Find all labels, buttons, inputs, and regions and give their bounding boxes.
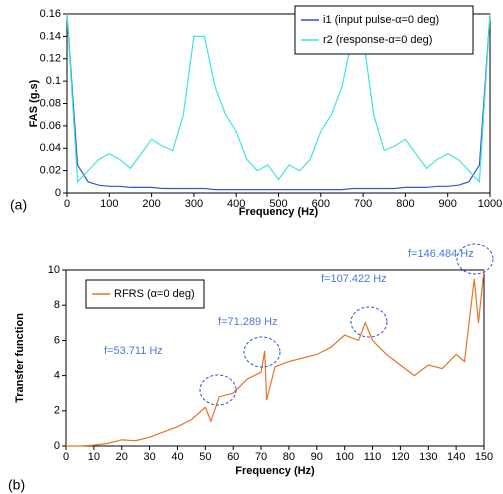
x-tick-label: 140 [447, 451, 465, 463]
x-tick-label: 60 [227, 451, 239, 463]
y-tick-label: 4 [54, 370, 60, 382]
panel-label: (b) [8, 477, 25, 493]
x-tick-label: 30 [143, 451, 155, 463]
x-tick-label: 90 [311, 451, 323, 463]
y-tick-label: 6 [54, 334, 60, 346]
x-tick-label: 400 [227, 198, 245, 210]
x-tick-label: 200 [142, 198, 160, 210]
x-axis-label: Frequency (Hz) [239, 206, 319, 218]
y-tick-label: 10 [48, 264, 60, 276]
y-tick-label: 0 [54, 440, 60, 452]
plot-area [65, 269, 485, 447]
x-tick-label: 70 [255, 451, 267, 463]
y-tick-label: 0.16 [40, 8, 61, 20]
data-line [66, 13, 491, 191]
y-axis-label: Transfer function [14, 313, 26, 403]
legend-box [294, 5, 474, 55]
y-tick-label: 0.12 [40, 53, 61, 65]
annotation-circle [199, 374, 237, 406]
x-tick-label: 10 [88, 451, 100, 463]
y-tick-label: 0 [55, 187, 61, 199]
annotation-circle [350, 306, 388, 338]
x-tick-label: 700 [354, 198, 372, 210]
x-tick-label: 0 [63, 451, 69, 463]
annotation: f=107.422 Hz [321, 273, 387, 285]
x-tick-label: 80 [283, 451, 295, 463]
x-tick-label: 0 [64, 198, 70, 210]
x-axis-label: Frequency (Hz) [235, 465, 315, 477]
x-tick-label: 40 [171, 451, 183, 463]
y-axis-label: FAS (g.s) [28, 79, 40, 127]
annotation-circle [243, 336, 281, 368]
x-tick-label: 300 [185, 198, 203, 210]
x-tick-label: 1000 [478, 198, 502, 210]
x-tick-label: 100 [100, 198, 118, 210]
annotation-circle [456, 243, 494, 275]
x-tick-label: 50 [199, 451, 211, 463]
y-tick-label: 0.04 [40, 142, 61, 154]
x-tick-label: 600 [312, 198, 330, 210]
y-tick-label: 2 [54, 405, 60, 417]
x-tick-label: 800 [396, 198, 414, 210]
x-tick-label: 100 [335, 451, 353, 463]
legend-label: r2 (response-α=0 deg) [323, 34, 432, 46]
x-tick-label: 500 [269, 198, 287, 210]
x-tick-label: 130 [419, 451, 437, 463]
annotation: f=146.484 Hz [408, 248, 474, 260]
data-line [66, 269, 485, 447]
legend-label: RFRS (α=0 deg) [114, 288, 195, 300]
x-tick-label: 110 [364, 451, 382, 463]
y-tick-label: 0.08 [40, 97, 61, 109]
annotation: f=53.711 Hz [104, 345, 163, 357]
y-tick-label: 0.1 [46, 75, 61, 87]
x-tick-label: 20 [116, 451, 128, 463]
y-tick-label: 0.06 [40, 120, 61, 132]
x-tick-label: 900 [439, 198, 457, 210]
y-tick-label: 0.02 [40, 165, 61, 177]
y-tick-label: 0.14 [40, 30, 61, 42]
y-tick-label: 8 [54, 299, 60, 311]
annotation: f=71.289 Hz [218, 316, 278, 328]
x-tick-label: 120 [391, 451, 409, 463]
x-tick-label: 150 [475, 451, 493, 463]
data-line [66, 13, 491, 184]
legend-label: i1 (input pulse-α=0 deg) [323, 14, 439, 26]
panel-label: (a) [10, 197, 27, 213]
